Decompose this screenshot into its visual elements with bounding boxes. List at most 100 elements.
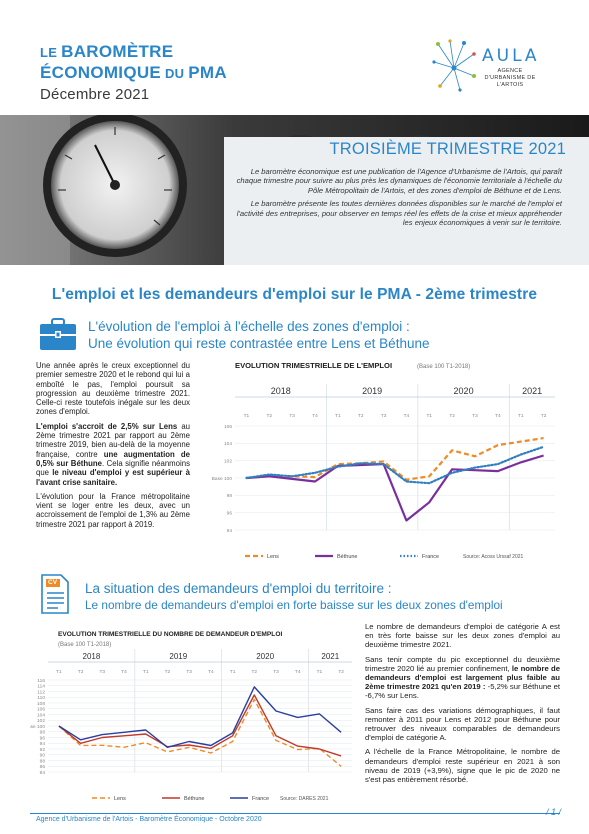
section-title-line: La situation des demandeurs d'emploi du … [85, 580, 503, 597]
legend-label: Lens [114, 796, 126, 802]
legend-label: France [422, 554, 439, 560]
year-label: 2021 [522, 386, 542, 396]
y-tick-label: 116 [37, 678, 45, 684]
y-tick-label: 102 [37, 718, 45, 724]
main-title: L'emploi et les demandeurs d'emploi sur … [0, 286, 589, 304]
chart-title: EVOLUTION TRIMESTRIELLE DU NOMBRE DE DEM… [58, 631, 282, 638]
quarter-label: T2 [449, 413, 455, 419]
briefcase-icon [38, 318, 78, 352]
title-word-pma: PMA [188, 63, 227, 82]
quarter-label: T4 [404, 413, 410, 419]
y-tick-label: 88 [40, 758, 46, 764]
section-subtitle-line: Le nombre de demandeurs d'emploi en fort… [85, 597, 503, 614]
quarter-label: T2 [251, 669, 257, 675]
quarter-label: T3 [472, 413, 478, 419]
y-tick-label: 84 [40, 770, 46, 776]
title-word-barometre: BAROMÈTRE [61, 42, 173, 61]
chart-source: Source: DARES 2021 [280, 796, 329, 802]
logo-name: AULA [482, 46, 540, 66]
section-subtitle-line: Une évolution qui reste contrastée entre… [88, 335, 429, 352]
y-tick-label: 90 [40, 753, 46, 759]
legend-label: Lens [267, 554, 279, 560]
y-tick-label: 92 [40, 747, 46, 753]
banner-paragraph: Le baromètre présente les toutes dernièr… [232, 199, 562, 227]
footer-divider [30, 813, 560, 814]
section-employment-title: L'évolution de l'emploi à l'échelle des … [88, 318, 429, 352]
chart-title: EVOLUTION TRIMESTRIELLE DE L'EMPLOI [235, 361, 392, 370]
year-label: 2019 [362, 386, 382, 396]
year-label: 2018 [271, 386, 291, 396]
cv-document-icon: CV [40, 574, 70, 614]
banner-paragraph: Le baromètre économique est une publicat… [232, 167, 562, 195]
quarter-label: T4 [312, 413, 318, 419]
paragraph: L'évolution pour la France métropolitain… [36, 492, 190, 529]
series-line-lens [59, 700, 341, 767]
quarter-label: T1 [317, 669, 323, 675]
aula-emblem-icon [430, 38, 478, 96]
quarter-label: T4 [295, 669, 301, 675]
y-tick-label: 106 [224, 424, 232, 430]
quarter-label: T4 [208, 669, 214, 675]
y-tick-label: 110 [37, 695, 45, 701]
quarter-label: T2 [266, 413, 272, 419]
year-label: 2021 [321, 652, 339, 661]
quarter-label: T1 [426, 413, 432, 419]
quarter-label: T1 [56, 669, 62, 675]
paragraph: Sans faire cas des variations démographi… [365, 706, 560, 743]
publication-date: Décembre 2021 [40, 86, 280, 103]
chart-source: Source: Acoss Urssaf 2021 [463, 554, 524, 560]
y-tick-label: 102 [224, 458, 232, 464]
paragraph: A l'échelle de la France Métropolitaine,… [365, 747, 560, 784]
quarter-label: T2 [338, 669, 344, 675]
quarter-label: T1 [518, 413, 524, 419]
year-label: 2019 [169, 652, 187, 661]
cv-label: CV [48, 579, 57, 586]
quarter-label: T3 [381, 413, 387, 419]
quarter-label: T1 [335, 413, 341, 419]
employment-chart: EVOLUTION TRIMESTRIELLE DE L'EMPLOI(Base… [205, 358, 561, 568]
page-number: / 1 / [546, 807, 561, 817]
y-tick-label: Base 100 [212, 476, 233, 482]
emphasis: le niveau d'emploi y est supérieur à l'a… [36, 468, 190, 486]
section-title-line: L'évolution de l'emploi à l'échelle des … [88, 318, 429, 335]
title-word-du: DU [161, 66, 188, 81]
quarter-label: T1 [230, 669, 236, 675]
legend-label: Béthune [337, 554, 358, 560]
jobseekers-text: Le nombre de demandeurs d'emploi de caté… [365, 622, 560, 784]
paragraph: Le nombre de demandeurs d'emploi de caté… [365, 622, 560, 650]
year-label: 2018 [83, 652, 101, 661]
year-label: 2020 [256, 652, 274, 661]
logo-subtitle: AGENCE D'URBANISME DE L'ARTOIS [480, 68, 540, 89]
title-prefix: LE [40, 45, 61, 60]
series-line-bethune [59, 695, 341, 756]
section-jobseekers-title: La situation des demandeurs d'emploi du … [85, 580, 503, 614]
y-tick-label: 96 [40, 735, 46, 741]
publication-title: LE BAROMÈTRE ÉCONOMIQUE DU PMA Décembre … [40, 42, 280, 103]
aula-logo: AULA AGENCE D'URBANISME DE L'ARTOIS [430, 38, 540, 98]
y-tick-label: 94 [227, 528, 233, 534]
paragraph: Une année après le creux exceptionnel du… [36, 361, 190, 417]
jobseekers-chart: EVOLUTION TRIMESTRIELLE DU NOMBRE DE DEM… [30, 626, 358, 808]
title-word-economique: ÉCONOMIQUE [40, 63, 161, 82]
quarter-label: T3 [289, 413, 295, 419]
quarter-label: T2 [78, 669, 84, 675]
y-tick-label: 104 [224, 441, 232, 447]
legend-label: France [252, 796, 269, 802]
quarter-label: T4 [495, 413, 501, 419]
y-tick-label: 94 [40, 741, 46, 747]
series-line-bethune [246, 456, 543, 521]
emphasis: L'emploi s'accroit de 2,5% sur Lens [36, 422, 177, 431]
banner-intro: Le baromètre économique est une publicat… [232, 167, 562, 227]
quarter-label: T4 [121, 669, 127, 675]
y-tick-label: 112 [37, 689, 45, 695]
paragraph: Sans tenir compte du pic exceptionnel du… [365, 655, 560, 701]
y-tick-label: 86 [40, 764, 46, 770]
y-tick-label: 106 [37, 707, 45, 713]
y-tick-label: 108 [37, 701, 45, 707]
quarter-label: T3 [99, 669, 105, 675]
quarter-label: T2 [165, 669, 171, 675]
quarter-label: T2 [541, 413, 547, 419]
employment-text: Une année après le creux exceptionnel du… [36, 361, 190, 529]
hero-banner: TROISIÈME TRIMESTRE 2021 Le baromètre éc… [0, 115, 589, 265]
year-label: 2020 [454, 386, 474, 396]
